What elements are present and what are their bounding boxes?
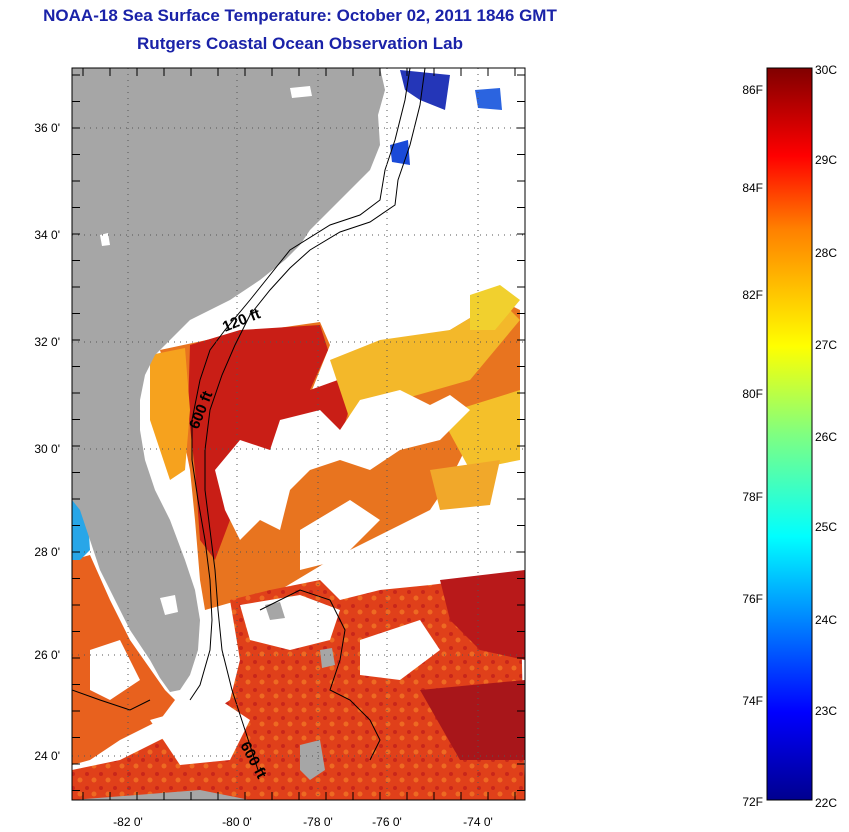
- lon-label: -82 0': [113, 815, 143, 829]
- contour-bahamas: [259, 589, 381, 761]
- bahamas-island: [320, 648, 335, 668]
- sst-patch: [470, 285, 520, 330]
- colorbar-celsius-labels: 30C 29C 28C 27C 26C 25C 24C 23C 22C: [815, 63, 837, 810]
- sst-patch: [430, 460, 500, 510]
- colorbar-c-label: 28C: [815, 246, 837, 260]
- colorbar-c-label: 27C: [815, 338, 837, 352]
- temperature-colorbar: 86F 84F 82F 80F 78F 76F 74F 72F 30C 29C …: [742, 63, 837, 810]
- latitude-axis: 36 0' 34 0' 32 0' 30 0' 28 0' 26 0' 24 0…: [34, 121, 60, 763]
- lake: [290, 86, 312, 98]
- colorbar-f-label: 72F: [742, 795, 763, 809]
- cuba-coast: [72, 790, 250, 800]
- map-title: NOAA-18 Sea Surface Temperature: October…: [43, 6, 557, 25]
- lat-label: 32 0': [34, 335, 60, 349]
- sst-cold-patch: [475, 88, 502, 110]
- sst-nearshore-band: [150, 348, 190, 480]
- lat-label: 34 0': [34, 228, 60, 242]
- lake-okeechobee: [160, 595, 178, 615]
- colorbar-c-label: 24C: [815, 613, 837, 627]
- sst-hot-patch: [440, 570, 525, 660]
- lon-label: -78 0': [303, 815, 333, 829]
- lakes-layer: [100, 86, 312, 615]
- colorbar-c-label: 25C: [815, 520, 837, 534]
- lon-label: -74 0': [463, 815, 493, 829]
- colorbar-c-label: 22C: [815, 796, 837, 810]
- map-area: 120 ft 600 ft 600 ft: [72, 68, 525, 800]
- graticule: [72, 68, 525, 800]
- cloud-mask-layer: [90, 390, 470, 765]
- contour-600ft: [204, 68, 426, 771]
- lat-label: 30 0': [34, 442, 60, 456]
- map-subtitle: Rutgers Coastal Ocean Observation Lab: [137, 34, 463, 53]
- lake: [100, 233, 110, 246]
- colorbar-f-label: 76F: [742, 592, 763, 606]
- colorbar-c-label: 23C: [815, 704, 837, 718]
- contour-florida-keys: [72, 689, 151, 711]
- colorbar-f-label: 78F: [742, 490, 763, 504]
- lat-label: 28 0': [34, 545, 60, 559]
- colorbar-fahrenheit-labels: 86F 84F 82F 80F 78F 76F 74F 72F: [742, 83, 763, 809]
- axis-ticks: [72, 68, 525, 800]
- sst-cold-patch: [400, 70, 450, 110]
- colorbar-gradient: [766, 67, 813, 801]
- land-layer: [72, 68, 385, 800]
- lon-label: -80 0': [222, 815, 252, 829]
- colorbar-f-label: 80F: [742, 387, 763, 401]
- colorbar-f-label: 84F: [742, 181, 763, 195]
- lat-label: 26 0': [34, 648, 60, 662]
- colorbar-f-label: 74F: [742, 694, 763, 708]
- colorbar-f-label: 86F: [742, 83, 763, 97]
- longitude-axis: -82 0' -80 0' -78 0' -76 0' -74 0': [113, 815, 493, 829]
- colorbar-c-label: 30C: [815, 63, 837, 77]
- us-mainland: [72, 68, 385, 692]
- contour-120ft: [189, 68, 411, 701]
- colorbar-f-label: 82F: [742, 288, 763, 302]
- colorbar-c-label: 26C: [815, 430, 837, 444]
- lat-label: 24 0': [34, 749, 60, 763]
- sst-hot-patch: [420, 680, 525, 760]
- colorbar-c-label: 29C: [815, 153, 837, 167]
- lon-label: -76 0': [372, 815, 402, 829]
- bathymetry-contours: [72, 68, 426, 771]
- lat-label: 36 0': [34, 121, 60, 135]
- cuba-island: [300, 740, 325, 780]
- bahamas-island: [265, 602, 285, 620]
